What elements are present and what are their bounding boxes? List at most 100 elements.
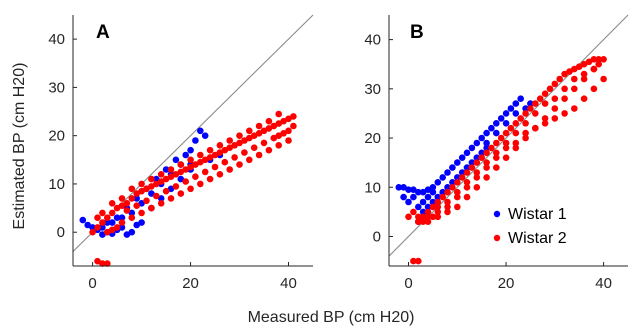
- panel-a-point: [177, 175, 185, 183]
- panel-a-point: [206, 175, 214, 183]
- panel-b-point: [493, 120, 500, 127]
- panel-b-point: [463, 193, 471, 201]
- panel-a-y-tick-label: 10: [48, 176, 65, 193]
- panel-b-point: [512, 100, 520, 107]
- panel-a-point: [143, 197, 150, 205]
- panel-a-point: [133, 202, 140, 209]
- panel-a-point: [113, 224, 121, 231]
- panel-b-point: [536, 95, 544, 102]
- panel-b-point: [541, 100, 549, 107]
- panel-a-point: [133, 190, 140, 197]
- panel-b-point: [410, 193, 417, 201]
- panel-b-plot-area: 0 20 40 0 10 20 30 40: [364, 14, 629, 292]
- panel-a-point: [275, 132, 283, 139]
- legend-label-wistar-2: Wistar 2: [508, 230, 567, 247]
- panel-b-point: [483, 159, 490, 166]
- panel-b-point: [522, 110, 529, 117]
- panel-b-point: [454, 159, 461, 166]
- panel-b-point: [493, 139, 500, 147]
- panel-b-point: [424, 208, 432, 216]
- panel-b-point: [483, 144, 490, 152]
- panel-b-point: [551, 105, 559, 112]
- x-axis-title: Measured BP (cm H20): [248, 309, 415, 326]
- panel-a-point: [172, 183, 180, 190]
- panel-a-point: [162, 166, 170, 173]
- panel-b-point: [410, 257, 417, 265]
- panel-a-point: [265, 125, 273, 132]
- panel-a-point: [206, 146, 214, 154]
- panel-b-point: [415, 188, 422, 196]
- panel-a-point: [99, 224, 106, 231]
- panel-a-point: [128, 209, 136, 217]
- panel-a-point: [236, 161, 243, 168]
- panel-b-x-tick-label: 40: [595, 275, 612, 292]
- panel-b-point: [419, 188, 427, 196]
- panel-a-plot-area: 0 20 40 0 10 20 30 40: [48, 14, 314, 292]
- panel-a-point: [241, 149, 248, 156]
- panel-a-point: [260, 139, 268, 147]
- panel-a-point: [99, 260, 106, 267]
- panel-b-point: [429, 213, 437, 221]
- panel-b-point: [458, 154, 466, 161]
- panel-a-point: [108, 219, 116, 226]
- panel-b-point: [532, 100, 539, 107]
- panel-b-point: [502, 110, 510, 117]
- panel-a-point: [216, 149, 224, 156]
- panel-b-point: [507, 105, 515, 112]
- panel-b-point: [483, 149, 490, 157]
- panel-a-point: [192, 173, 199, 180]
- panel-a-point: [128, 195, 136, 202]
- legend: Wistar 1 Wistar 2: [493, 206, 567, 247]
- panel-b-point: [546, 85, 554, 93]
- panel-b-y-tick-label: 40: [364, 32, 381, 49]
- panel-b-point: [444, 184, 451, 191]
- panel-a-point: [197, 180, 204, 188]
- panel-a-label: A: [96, 22, 110, 43]
- panel-b-point: [463, 179, 471, 186]
- panel-b-point: [439, 188, 447, 196]
- panel-a-point: [153, 180, 160, 188]
- panel-b-point: [424, 213, 432, 221]
- panel-a-point: [246, 156, 253, 164]
- panel-a-point: [187, 185, 194, 193]
- panel-b-point: [478, 149, 486, 157]
- panel-b-y-tick-label: 0: [373, 228, 381, 245]
- panel-b-point: [580, 95, 588, 102]
- panel-a-x-tick-label: 40: [280, 275, 297, 292]
- panel-b-point: [527, 100, 534, 107]
- panel-a-point: [118, 202, 126, 209]
- panel-a-point: [104, 228, 111, 236]
- panel-b-point: [488, 124, 495, 132]
- panel-b-point: [415, 257, 422, 265]
- panel-a-point: [84, 221, 91, 229]
- panel-b-x-tick-label: 0: [404, 275, 412, 292]
- panel-b-point: [473, 139, 481, 147]
- panel-b-point: [541, 90, 549, 97]
- panel-a-point: [246, 127, 253, 135]
- panel-a-point: [157, 178, 165, 185]
- panel-a-point: [118, 219, 126, 226]
- panel-a-point: [172, 156, 180, 164]
- panel-a-point: [113, 204, 121, 212]
- panel-b-point: [590, 65, 598, 73]
- panel-a-point: [104, 214, 111, 221]
- panel-a-point: [280, 130, 287, 137]
- panel-b-point: [590, 85, 598, 93]
- panel-b-point: [493, 154, 500, 161]
- panel-b-point: [502, 120, 510, 127]
- panel-b-point: [556, 75, 563, 83]
- panel-b-point: [419, 198, 427, 206]
- panel-a-point: [192, 137, 199, 144]
- panel-b-point: [571, 105, 578, 112]
- panel-b-point: [473, 169, 481, 176]
- panel-b-point: [580, 75, 588, 83]
- panel-a-point: [167, 166, 175, 173]
- panel-a-x-tick-label: 0: [88, 275, 96, 292]
- panel-a-point: [177, 190, 185, 197]
- panel-b-series-1: [395, 95, 534, 225]
- panel-b-point: [434, 198, 442, 206]
- panel-a-point: [280, 117, 287, 125]
- panel-a-point: [104, 260, 111, 267]
- panel-a-point: [201, 132, 209, 139]
